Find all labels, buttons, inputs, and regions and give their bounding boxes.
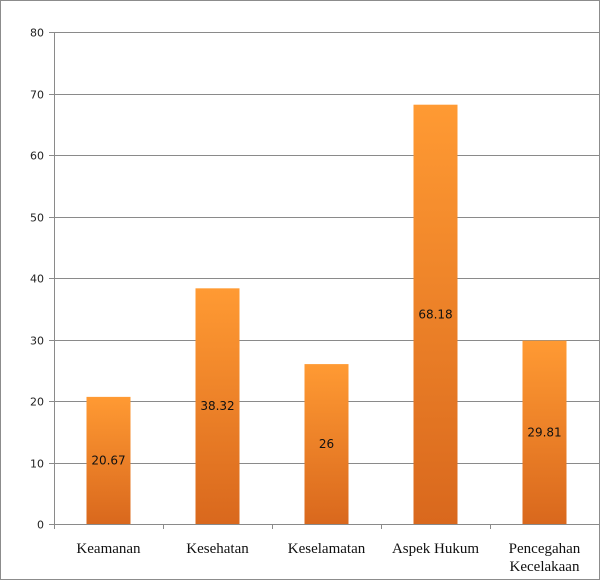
data-label: 20.67	[91, 453, 125, 467]
bar	[304, 364, 349, 524]
bars	[86, 104, 567, 525]
y-tick-label: 50	[30, 212, 44, 225]
x-tick-label: Aspek Hukum	[392, 541, 479, 557]
y-tick-label: 60	[30, 150, 44, 163]
bar	[413, 104, 458, 525]
data-labels: 20.67 38.32 26 68.18 29.81	[91, 307, 561, 467]
x-tick-label: Keselamatan	[288, 541, 366, 557]
x-tick-label: Pencegahan	[509, 541, 581, 557]
y-tick-label: 20	[30, 396, 44, 409]
bar	[522, 340, 567, 524]
x-tick-label: Keamanan	[76, 541, 141, 557]
bar	[195, 288, 240, 524]
y-tick-label: 40	[30, 273, 44, 286]
y-tick-label: 70	[30, 89, 44, 102]
y-tick-label: 30	[30, 335, 44, 348]
data-label: 29.81	[527, 425, 561, 439]
y-tick-label: 0	[37, 519, 44, 532]
axes	[54, 32, 600, 529]
data-label: 26	[319, 437, 334, 451]
x-tick-label: Kesehatan	[186, 541, 249, 557]
x-tick-label: Kecelakaan	[510, 559, 580, 575]
y-tick-label: 80	[30, 27, 44, 40]
y-axis-tick-labels: 0 10 20 30 40 50 60 70 80	[30, 27, 44, 532]
data-label: 38.32	[200, 399, 234, 413]
x-axis-tick-labels: Keamanan Kesehatan Keselamatan Aspek Hukum P…	[76, 541, 580, 575]
gridlines	[49, 32, 599, 525]
y-tick-label: 10	[30, 458, 44, 471]
data-label: 68.18	[418, 307, 452, 321]
bar	[86, 396, 131, 524]
